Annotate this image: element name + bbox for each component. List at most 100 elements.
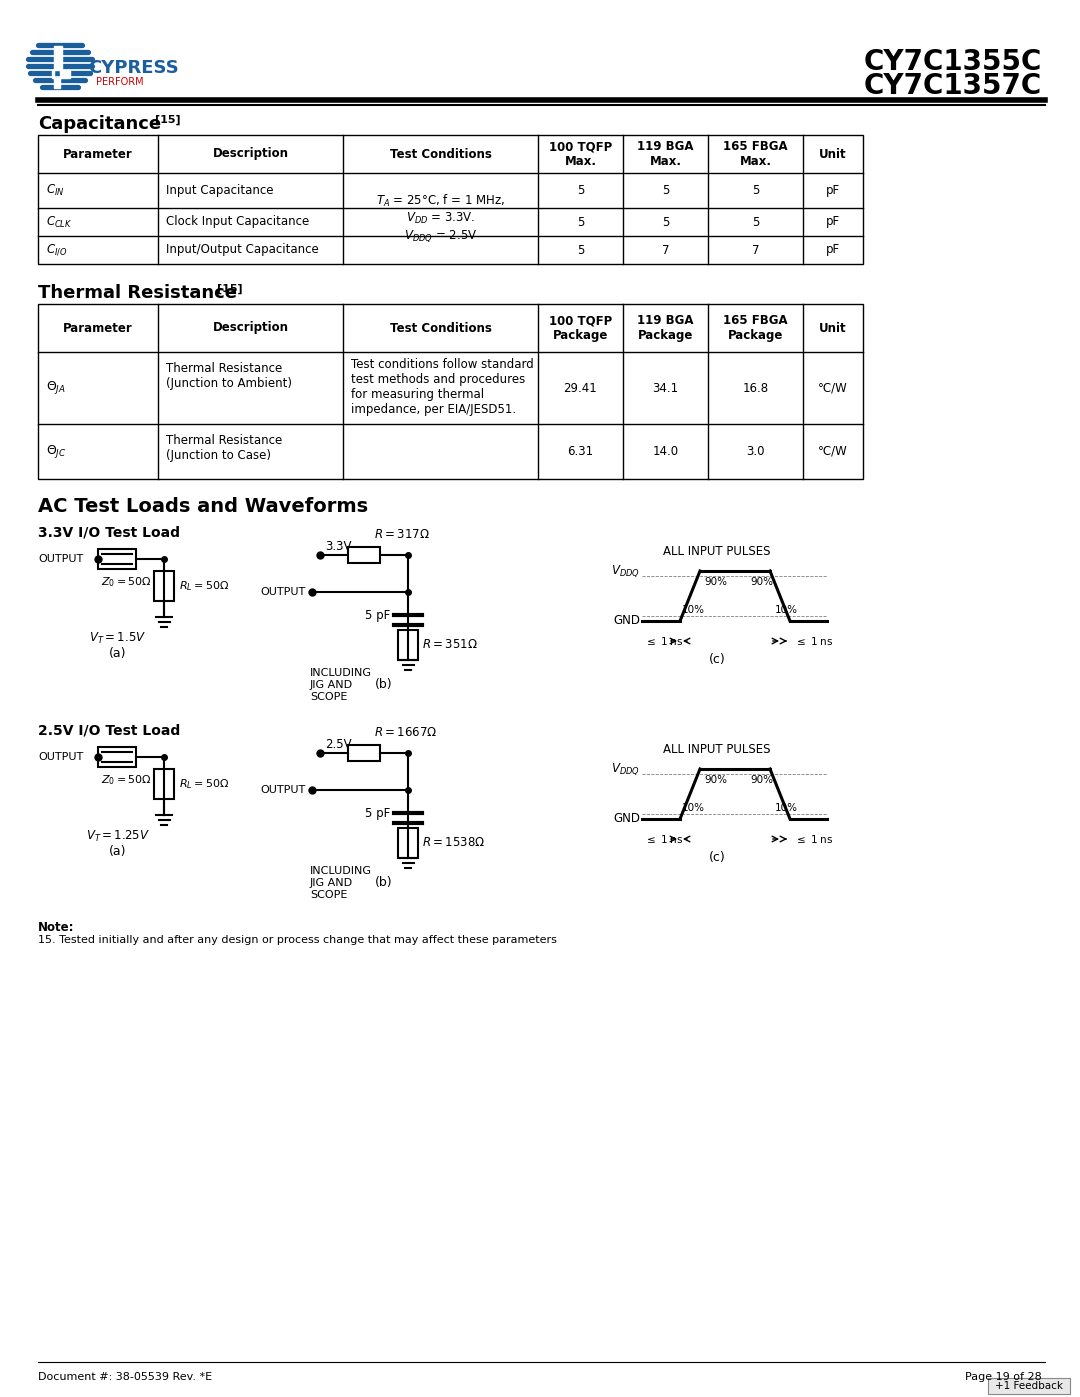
Text: PERFORM: PERFORM [96, 77, 144, 87]
Text: 5: 5 [752, 215, 759, 229]
Text: 29.41: 29.41 [564, 381, 597, 394]
Text: Test Conditions: Test Conditions [390, 321, 491, 334]
Text: 165 FBGA
Package: 165 FBGA Package [724, 314, 787, 342]
Text: 3.0: 3.0 [746, 446, 765, 458]
Text: 34.1: 34.1 [652, 381, 678, 394]
Text: 165 FBGA
Max.: 165 FBGA Max. [724, 140, 787, 168]
Text: $Z_0 = 50\Omega$: $Z_0 = 50\Omega$ [100, 773, 151, 787]
Text: $\leq$ 1 ns: $\leq$ 1 ns [794, 833, 834, 845]
Text: $T_A$ = 25°C, f = 1 MHz,
$V_{DD}$ = 3.3V.
$V_{DDQ}$ = 2.5V: $T_A$ = 25°C, f = 1 MHz, $V_{DD}$ = 3.3V… [376, 193, 505, 244]
Text: ALL INPUT PULSES: ALL INPUT PULSES [663, 545, 771, 557]
Text: INCLUDING: INCLUDING [310, 866, 372, 876]
Text: $R = 1538\Omega$: $R = 1538\Omega$ [422, 837, 485, 849]
Text: $\Theta_{JC}$: $\Theta_{JC}$ [46, 443, 67, 460]
Text: Capacitance: Capacitance [38, 115, 161, 133]
Text: 5: 5 [577, 215, 584, 229]
Text: °C/W: °C/W [819, 446, 848, 458]
Text: 10%: 10% [681, 803, 705, 813]
Text: JIG AND: JIG AND [310, 680, 353, 690]
Text: Description: Description [213, 148, 288, 161]
Text: $R = 317\Omega$: $R = 317\Omega$ [374, 528, 430, 541]
Text: $R_L = 50\Omega$: $R_L = 50\Omega$ [179, 777, 229, 791]
Bar [348, 548, 380, 563]
Text: $V_T = 1.5V$: $V_T = 1.5V$ [90, 631, 147, 645]
Text: $V_{DDQ}$: $V_{DDQ}$ [611, 761, 640, 777]
Text: OUTPUT: OUTPUT [38, 752, 83, 761]
Text: 90%: 90% [750, 577, 773, 587]
Bar [38, 136, 863, 264]
Bar [154, 768, 174, 799]
Text: $C_{IN}$: $C_{IN}$ [46, 183, 65, 198]
Text: Document #: 38-05539 Rev. *E: Document #: 38-05539 Rev. *E [38, 1372, 212, 1382]
Text: 90%: 90% [704, 577, 727, 587]
Text: 15. Tested initially and after any design or process change that may affect thes: 15. Tested initially and after any desig… [38, 935, 557, 944]
Text: +1 Feedback: +1 Feedback [995, 1382, 1063, 1391]
Text: $\Theta_{JA}$: $\Theta_{JA}$ [46, 380, 66, 397]
Bar [38, 305, 863, 479]
Text: pF: pF [826, 243, 840, 257]
Text: $C_{I/O}$: $C_{I/O}$ [46, 243, 68, 257]
Text: 5 pF: 5 pF [365, 806, 390, 820]
Bar [154, 571, 174, 601]
Text: Note:: Note: [38, 921, 75, 935]
Text: OUTPUT: OUTPUT [260, 785, 306, 795]
Text: $R = 1667\Omega$: $R = 1667\Omega$ [374, 726, 437, 739]
Text: 14.0: 14.0 [652, 446, 678, 458]
Text: Thermal Resistance
(Junction to Ambient): Thermal Resistance (Junction to Ambient) [166, 362, 292, 390]
Text: (c): (c) [708, 851, 726, 863]
Text: 90%: 90% [750, 775, 773, 785]
Bar [348, 745, 380, 761]
Text: 5: 5 [662, 184, 670, 197]
Text: (c): (c) [708, 652, 726, 666]
Text: Input/Output Capacitance: Input/Output Capacitance [166, 243, 319, 257]
Text: 5: 5 [752, 184, 759, 197]
Text: CY7C1355C: CY7C1355C [864, 47, 1042, 75]
Text: 5: 5 [577, 184, 584, 197]
Text: Test conditions follow standard
test methods and procedures
for measuring therma: Test conditions follow standard test met… [351, 358, 534, 416]
Text: (b): (b) [375, 678, 393, 692]
Text: OUTPUT: OUTPUT [38, 555, 83, 564]
Polygon shape [52, 46, 70, 88]
Text: (a): (a) [109, 647, 126, 659]
Text: [15]: [15] [156, 115, 180, 126]
Text: SCOPE: SCOPE [310, 890, 348, 900]
Text: 5: 5 [662, 215, 670, 229]
Text: pF: pF [826, 184, 840, 197]
Text: $\leq$ 1 ns: $\leq$ 1 ns [644, 833, 684, 845]
Text: $C_{CLK}$: $C_{CLK}$ [46, 215, 72, 229]
Text: 2.5V: 2.5V [325, 738, 352, 752]
Text: Page 19 of 28: Page 19 of 28 [966, 1372, 1042, 1382]
Text: AC Test Loads and Waveforms: AC Test Loads and Waveforms [38, 497, 368, 515]
Text: 10%: 10% [775, 605, 798, 615]
Text: 100 TQFP
Max.: 100 TQFP Max. [549, 140, 612, 168]
Text: 3.3V: 3.3V [325, 541, 351, 553]
Text: Description: Description [213, 321, 288, 334]
Text: Unit: Unit [820, 148, 847, 161]
Bar [399, 630, 418, 659]
Text: 16.8: 16.8 [742, 381, 769, 394]
Text: Thermal Resistance
(Junction to Case): Thermal Resistance (Junction to Case) [166, 434, 282, 462]
Text: JIG AND: JIG AND [310, 877, 353, 888]
Text: Parameter: Parameter [63, 148, 133, 161]
Text: $R = 351\Omega$: $R = 351\Omega$ [422, 638, 477, 651]
Text: 2.5V I/O Test Load: 2.5V I/O Test Load [38, 724, 180, 738]
Bar [399, 828, 418, 858]
Text: $V_{DDQ}$: $V_{DDQ}$ [611, 563, 640, 578]
Text: Test Conditions: Test Conditions [390, 148, 491, 161]
Text: 5: 5 [577, 243, 584, 257]
Text: $\leq$ 1 ns: $\leq$ 1 ns [644, 636, 684, 647]
Text: 90%: 90% [704, 775, 727, 785]
Text: Thermal Resistance: Thermal Resistance [38, 284, 237, 302]
Text: INCLUDING: INCLUDING [310, 668, 372, 678]
Text: (a): (a) [109, 845, 126, 858]
Text: 5 pF: 5 pF [365, 609, 390, 622]
Text: 6.31: 6.31 [567, 446, 594, 458]
Text: $R_L = 50\Omega$: $R_L = 50\Omega$ [179, 580, 229, 592]
Text: 3.3V I/O Test Load: 3.3V I/O Test Load [38, 525, 180, 539]
Text: 100 TQFP
Package: 100 TQFP Package [549, 314, 612, 342]
Text: GND: GND [613, 813, 640, 826]
Text: [15]: [15] [217, 284, 243, 295]
Bar [98, 747, 136, 767]
Text: 7: 7 [752, 243, 759, 257]
Text: ALL INPUT PULSES: ALL INPUT PULSES [663, 743, 771, 756]
